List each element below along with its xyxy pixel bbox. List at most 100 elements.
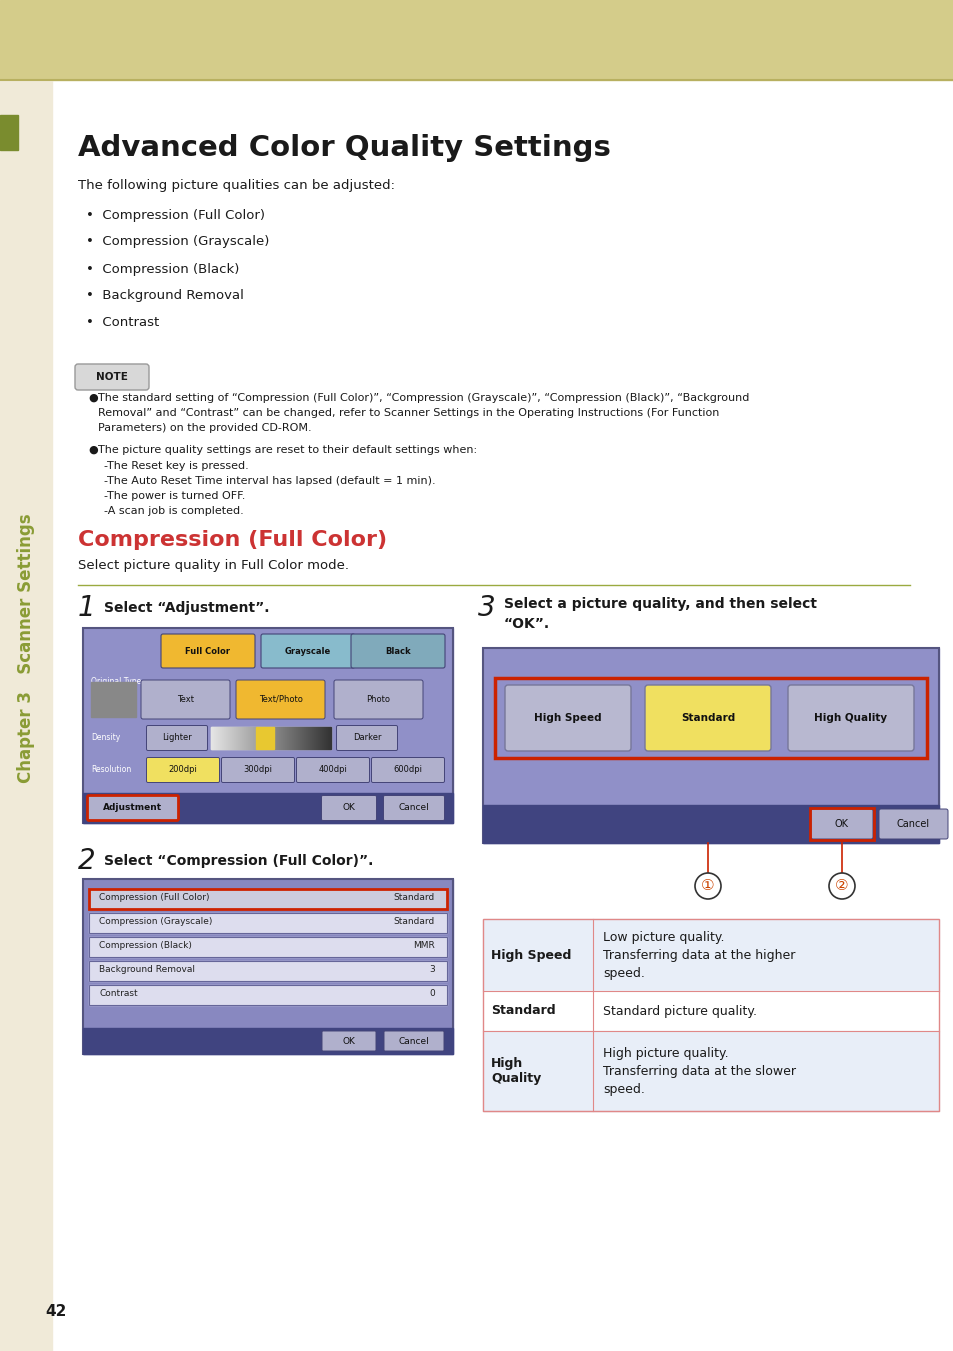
Text: -The Auto Reset Time interval has lapsed (default = 1 min).: -The Auto Reset Time interval has lapsed…	[104, 476, 436, 486]
Bar	[221, 727, 222, 748]
Bar	[0, 0, 953, 80]
Bar	[297, 727, 298, 748]
Bar	[233, 727, 234, 748]
Bar	[255, 727, 256, 748]
Bar	[285, 727, 286, 748]
Bar	[211, 727, 212, 748]
Bar	[234, 727, 235, 748]
Bar	[0, 80, 52, 1351]
Bar	[327, 727, 328, 748]
FancyBboxPatch shape	[321, 796, 376, 820]
Text: ●: ●	[88, 444, 97, 455]
Text: Transferring data at the slower: Transferring data at the slower	[602, 1065, 795, 1078]
Bar	[284, 727, 285, 748]
FancyBboxPatch shape	[141, 680, 230, 719]
Text: Contrast: Contrast	[99, 989, 137, 998]
Text: Standard: Standard	[680, 713, 735, 723]
Text: -The Reset key is pressed.: -The Reset key is pressed.	[104, 461, 249, 471]
Text: -The power is turned OFF.: -The power is turned OFF.	[104, 490, 245, 501]
Text: Advanced Color Quality Settings: Advanced Color Quality Settings	[78, 134, 610, 162]
Bar	[482, 805, 938, 843]
Text: Compression (Full Color): Compression (Full Color)	[99, 893, 210, 902]
Bar	[283, 727, 284, 748]
Bar	[326, 727, 327, 748]
Bar	[255, 727, 274, 748]
Bar	[275, 727, 276, 748]
Bar	[278, 727, 280, 748]
Text: -A scan job is completed.: -A scan job is completed.	[104, 507, 244, 516]
Bar	[282, 727, 283, 748]
Bar	[299, 727, 301, 748]
Text: Black: Black	[385, 647, 411, 655]
Text: MMR: MMR	[413, 942, 435, 951]
Text: •  Compression (Grayscale): • Compression (Grayscale)	[86, 235, 269, 249]
Text: •  Contrast: • Contrast	[86, 316, 159, 330]
FancyBboxPatch shape	[504, 685, 630, 751]
Text: ●: ●	[88, 393, 97, 403]
Bar	[249, 727, 250, 748]
Bar	[482, 648, 938, 843]
Text: Compression (Black): Compression (Black)	[99, 942, 192, 951]
Bar	[323, 727, 324, 748]
Bar	[482, 1031, 938, 1111]
Bar	[290, 727, 291, 748]
Text: Compression (Grayscale): Compression (Grayscale)	[99, 917, 213, 927]
Bar	[252, 727, 253, 748]
Bar	[83, 880, 453, 1054]
Bar	[312, 727, 313, 748]
Bar	[272, 727, 273, 748]
Bar	[320, 727, 322, 748]
Bar	[222, 727, 223, 748]
Bar	[256, 727, 257, 748]
Bar	[89, 938, 447, 957]
Bar	[258, 727, 260, 748]
Bar	[212, 727, 213, 748]
Bar	[83, 628, 453, 823]
Bar	[294, 727, 295, 748]
Bar	[286, 727, 287, 748]
Bar	[239, 727, 240, 748]
Bar	[314, 727, 315, 748]
Text: “OK”.: “OK”.	[503, 617, 550, 631]
Bar	[89, 938, 447, 957]
Text: Removal” and “Contrast” can be changed, refer to Scanner Settings in the Operati: Removal” and “Contrast” can be changed, …	[98, 408, 719, 417]
Bar	[310, 727, 311, 748]
Bar	[291, 727, 292, 748]
FancyBboxPatch shape	[351, 634, 444, 667]
Text: Text/Photo: Text/Photo	[258, 694, 302, 704]
Bar	[250, 727, 251, 748]
Text: 300dpi: 300dpi	[243, 766, 273, 774]
Bar	[254, 727, 255, 748]
Bar	[311, 727, 312, 748]
Text: Full Color: Full Color	[185, 647, 231, 655]
Bar	[216, 727, 218, 748]
Bar	[303, 727, 304, 748]
FancyBboxPatch shape	[787, 685, 913, 751]
Text: Resolution: Resolution	[91, 766, 132, 774]
Text: OK: OK	[342, 1036, 355, 1046]
Text: 42: 42	[45, 1304, 67, 1319]
Text: Standard: Standard	[491, 1005, 555, 1017]
Text: Standard: Standard	[394, 917, 435, 927]
Bar	[248, 727, 249, 748]
Text: •  Background Removal: • Background Removal	[86, 289, 244, 303]
Bar	[245, 727, 246, 748]
Bar	[235, 727, 236, 748]
Bar	[322, 727, 323, 748]
Bar	[227, 727, 228, 748]
Bar	[89, 961, 447, 981]
Text: 200dpi: 200dpi	[169, 766, 197, 774]
FancyBboxPatch shape	[261, 634, 355, 667]
Bar	[240, 727, 241, 748]
Bar	[257, 727, 258, 748]
Bar	[295, 727, 296, 748]
Bar	[224, 727, 225, 748]
Text: 0: 0	[429, 989, 435, 998]
Bar	[213, 727, 214, 748]
Text: Lighter: Lighter	[162, 734, 192, 743]
Bar	[241, 727, 242, 748]
FancyBboxPatch shape	[221, 758, 294, 782]
Text: Select “Compression (Full Color)”.: Select “Compression (Full Color)”.	[104, 854, 373, 867]
Text: Cancel: Cancel	[398, 1036, 429, 1046]
Bar	[271, 727, 272, 748]
